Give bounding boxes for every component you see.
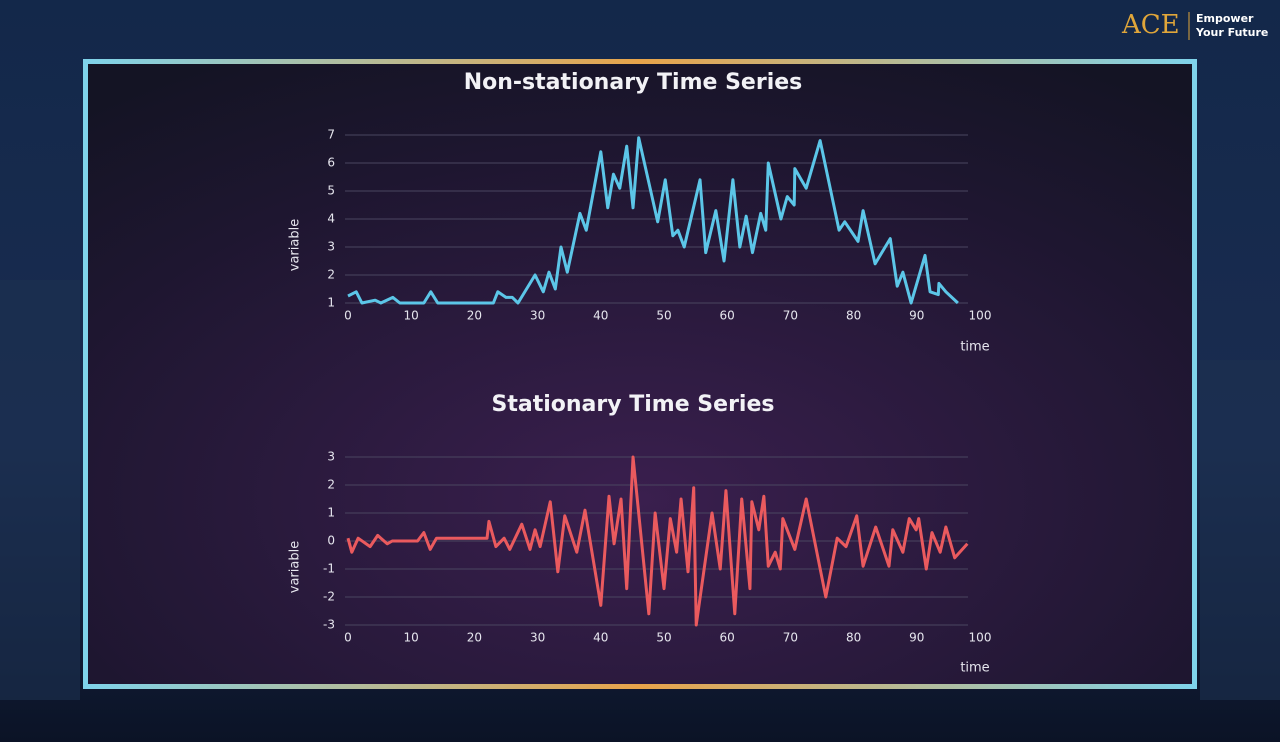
y-tick-label: 3 (327, 450, 335, 464)
x-tick-label: 50 (656, 309, 671, 323)
panel (83, 59, 1197, 689)
y-tick-label: 1 (327, 506, 335, 520)
logo: ACE (1121, 10, 1180, 40)
tagline: Your Future (1195, 26, 1268, 39)
y-tick-label: 2 (327, 268, 335, 282)
y-tick-label: 0 (327, 534, 335, 548)
y-tick-label: 5 (327, 184, 335, 198)
x-tick-label: 0 (344, 631, 352, 645)
x-tick-label: 60 (720, 309, 735, 323)
y-tick-label: 1 (327, 296, 335, 310)
series-line (346, 455, 969, 627)
y-tick-label: -1 (323, 562, 335, 576)
y-axis-label: variable (288, 541, 303, 593)
city-silhouette (0, 280, 80, 700)
x-tick-label: 90 (909, 631, 924, 645)
tagline: Empower (1196, 12, 1254, 25)
x-tick-label: 100 (969, 309, 992, 323)
y-tick-label: -2 (323, 590, 335, 604)
x-tick-label: 10 (404, 631, 419, 645)
y-tick-label: 7 (327, 128, 335, 142)
x-tick-label: 30 (530, 309, 545, 323)
y-axis-label: variable (288, 219, 303, 271)
x-tick-label: 40 (593, 631, 608, 645)
chart-title: Stationary Time Series (492, 392, 775, 417)
y-tick-label: 2 (327, 478, 335, 492)
x-tick-label: 80 (846, 631, 861, 645)
x-tick-label: 40 (593, 309, 608, 323)
y-tick-label: 6 (327, 156, 335, 170)
x-tick-label: 20 (467, 309, 482, 323)
x-axis-label: time (960, 340, 989, 355)
x-tick-label: 60 (720, 631, 735, 645)
series-line (347, 136, 959, 305)
y-tick-label: -3 (323, 618, 335, 632)
x-tick-label: 100 (969, 631, 992, 645)
x-tick-label: 10 (404, 309, 419, 323)
y-tick-label: 3 (327, 240, 335, 254)
x-tick-label: 80 (846, 309, 861, 323)
x-tick-label: 70 (783, 309, 798, 323)
x-tick-label: 20 (467, 631, 482, 645)
x-tick-label: 70 (783, 631, 798, 645)
x-tick-label: 30 (530, 631, 545, 645)
x-tick-label: 0 (344, 309, 352, 323)
x-axis-label: time (960, 661, 989, 676)
chart-title: Non-stationary Time Series (464, 70, 803, 95)
x-tick-label: 50 (656, 631, 671, 645)
y-tick-label: 4 (327, 212, 335, 226)
x-tick-label: 90 (909, 309, 924, 323)
city-silhouette (1200, 360, 1280, 700)
